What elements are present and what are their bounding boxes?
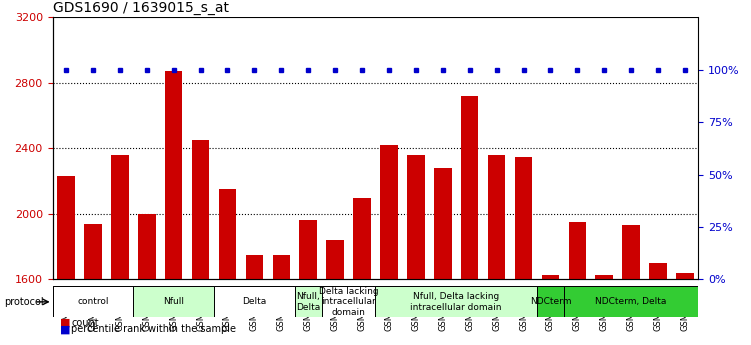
Text: Delta: Delta: [243, 297, 267, 306]
Bar: [294, 286, 321, 317]
Bar: [57, 176, 75, 279]
Text: percentile rank within the sample: percentile rank within the sample: [71, 325, 237, 334]
Text: Nfull, Delta lacking
intracellular domain: Nfull, Delta lacking intracellular domai…: [411, 292, 502, 312]
Bar: [380, 145, 398, 279]
Text: Nfull: Nfull: [163, 297, 184, 306]
Bar: [596, 275, 613, 279]
Bar: [514, 157, 532, 279]
Bar: [541, 275, 559, 279]
Bar: [488, 155, 505, 279]
Bar: [53, 286, 134, 317]
Bar: [138, 214, 155, 279]
Bar: [300, 220, 317, 279]
Text: NDCterm: NDCterm: [529, 297, 572, 306]
Bar: [537, 286, 564, 317]
Text: GDS1690 / 1639015_s_at: GDS1690 / 1639015_s_at: [53, 1, 228, 15]
Bar: [273, 255, 290, 279]
Bar: [214, 286, 294, 317]
Bar: [134, 286, 214, 317]
Text: Delta lacking
intracellular
domain: Delta lacking intracellular domain: [318, 287, 379, 317]
Bar: [321, 286, 376, 317]
Bar: [650, 263, 667, 279]
Bar: [165, 71, 182, 279]
Text: NDCterm, Delta: NDCterm, Delta: [596, 297, 667, 306]
Text: Nfull,
Delta: Nfull, Delta: [296, 292, 321, 312]
Bar: [111, 155, 128, 279]
Bar: [407, 155, 424, 279]
Bar: [84, 224, 101, 279]
Bar: [192, 140, 210, 279]
Bar: [219, 189, 237, 279]
Bar: [246, 255, 263, 279]
Text: count: count: [71, 318, 99, 327]
Text: control: control: [77, 297, 109, 306]
Text: ■: ■: [60, 318, 71, 327]
Bar: [569, 222, 586, 279]
Bar: [564, 286, 698, 317]
Text: protocol: protocol: [4, 297, 44, 307]
Bar: [461, 96, 478, 279]
Bar: [434, 168, 451, 279]
Bar: [676, 273, 694, 279]
Bar: [623, 225, 640, 279]
Bar: [327, 240, 344, 279]
Text: ■: ■: [60, 325, 71, 334]
Bar: [376, 286, 537, 317]
Bar: [353, 197, 371, 279]
